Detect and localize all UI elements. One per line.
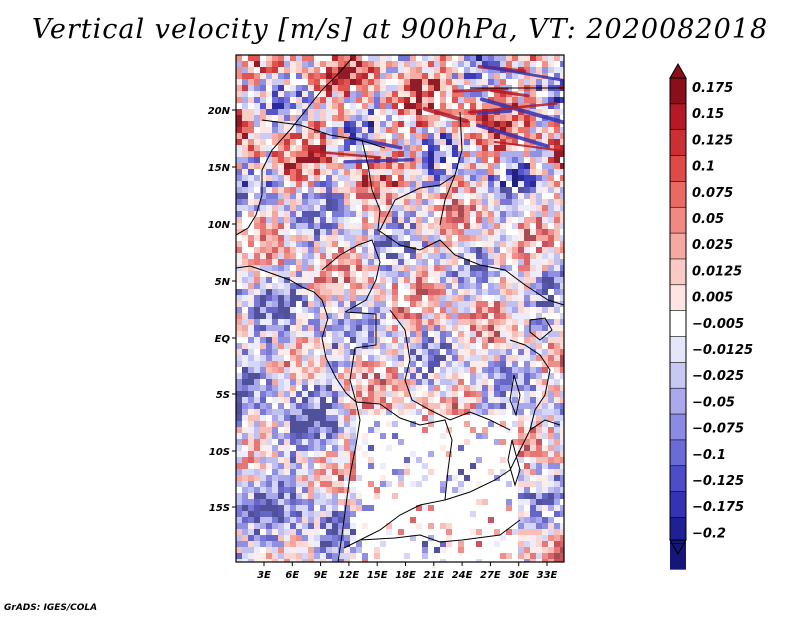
colorbar-label: 0.075 [692, 186, 733, 201]
border-line [389, 309, 511, 431]
border-line [343, 401, 453, 549]
chart-title: Vertical velocity [m/s] at 900hPa, VT: 2… [31, 14, 769, 45]
country-borders [236, 57, 564, 562]
colorbar-label: 0.05 [692, 212, 724, 227]
lat-tick-label: 15S [209, 503, 230, 514]
colorbar-label: 0.1 [692, 160, 715, 175]
lat-tick-label: 5S [216, 390, 230, 401]
lat-tick-label: 15N [208, 163, 231, 174]
lon-tick-label: 21E [423, 570, 444, 581]
border-line [361, 139, 381, 231]
border-line [236, 57, 353, 236]
colorbar-swatch [670, 362, 686, 389]
longitude-axis: 3E 6E 9E 12E 15E 18E 21E 24E 27E 30E 33E [257, 562, 558, 581]
colorbar-label: −0.025 [692, 369, 744, 384]
colorbar-swatch [670, 103, 686, 131]
colorbar-label: −0.05 [692, 395, 735, 410]
lon-tick-label: 24E [452, 570, 473, 581]
border-line [379, 174, 456, 231]
colorbar-label: −0.125 [692, 474, 744, 489]
colorbar-swatch [670, 284, 686, 312]
colorbar-label: 0.125 [692, 133, 733, 148]
lon-tick-label: 30E [508, 570, 529, 581]
colorbar-label: 0.005 [692, 291, 733, 306]
colorbar-swatch [670, 155, 686, 182]
lon-tick-label: 3E [257, 570, 271, 581]
colorbar-label: 0.175 [692, 81, 733, 96]
lon-tick-label: 12E [339, 570, 360, 581]
colorbar-swatch [670, 310, 686, 337]
lon-tick-label: 15E [367, 570, 388, 581]
lon-tick-label: 18E [395, 570, 416, 581]
colorbar-swatch [670, 78, 686, 105]
colorbar-label: 0.025 [692, 238, 733, 253]
colorbar: 0.175 0.15 0.125 0.1 0.075 0.05 0.025 0.0125 0.0… [669, 62, 753, 570]
lake-outline [529, 317, 553, 341]
colorbar-label: 0.0125 [692, 264, 742, 279]
colorbar-swatch [670, 207, 686, 234]
colorbar-swatch [670, 491, 686, 518]
colorbar-swatch [670, 465, 686, 493]
lat-tick-label: EQ [215, 334, 231, 345]
colorbar-label: −0.2 [692, 526, 726, 541]
credit-text: GrADS: IGES/COLA [4, 603, 98, 613]
colorbar-label: −0.0125 [692, 343, 753, 358]
coastline [236, 265, 361, 562]
border-line [261, 119, 386, 149]
colorbar-max-cap [669, 62, 687, 79]
colorbar-swatch [670, 543, 686, 570]
lat-tick-label: 20N [208, 106, 231, 117]
lake-outline [509, 374, 521, 417]
lat-tick-label: 10N [208, 220, 231, 231]
border-line [344, 311, 377, 403]
colorbar-swatch [670, 439, 686, 467]
lake-outline [507, 439, 521, 487]
colorbar-label: 0.15 [692, 107, 724, 122]
colorbar-swatch [670, 336, 686, 363]
lat-tick-label: 5N [215, 277, 231, 288]
colorbar-label: −0.1 [692, 448, 726, 463]
vertical-velocity-field [236, 55, 564, 562]
border-line [444, 419, 561, 501]
border-line [509, 339, 551, 431]
lon-tick-label: 33E [537, 570, 558, 581]
lon-tick-label: 27E [480, 570, 501, 581]
colorbar-label: −0.075 [692, 422, 744, 437]
plot-frame [235, 54, 565, 563]
lon-tick-label: 6E [285, 570, 299, 581]
border-line [359, 519, 521, 543]
colorbar-label: −0.005 [692, 317, 744, 332]
border-line [377, 229, 564, 306]
colorbar-label: −0.175 [692, 500, 744, 515]
lat-tick-label: 10S [209, 447, 230, 458]
colorbar-swatch [670, 414, 686, 441]
colorbar-swatch [670, 181, 686, 208]
lon-tick-label: 9E [314, 570, 328, 581]
colorbar-swatch [670, 517, 686, 544]
colorbar-swatch [670, 129, 686, 157]
latitude-axis: 20N 15N 10N 5N EQ 5S 10S 15S [208, 106, 236, 514]
border-line [321, 239, 381, 313]
colorbar-swatch [670, 258, 686, 286]
colorbar-swatch [670, 233, 686, 260]
colorbar-swatch [670, 388, 686, 415]
